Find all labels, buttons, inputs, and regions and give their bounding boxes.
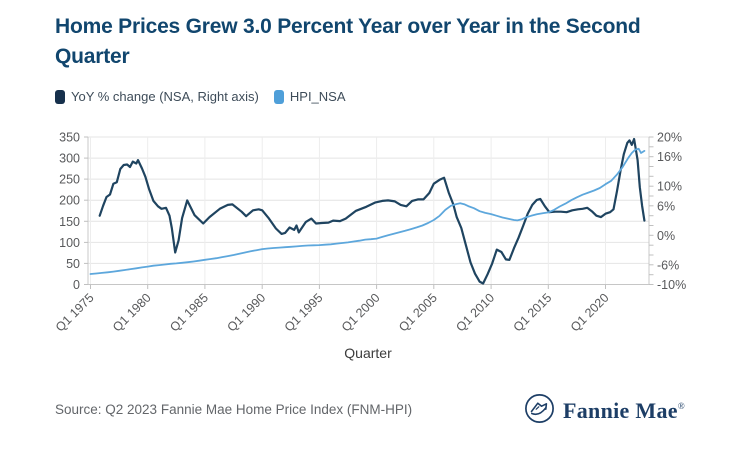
svg-text:50: 50 [66,257,80,271]
svg-text:6%: 6% [657,199,675,213]
svg-text:350: 350 [59,131,80,145]
yoy-legend-swatch [55,89,65,104]
svg-text:10%: 10% [657,180,682,194]
h-gridlines [88,136,649,285]
svg-text:300: 300 [59,152,80,166]
svg-text:0%: 0% [657,229,675,243]
series-lines [89,137,646,285]
legend: YoY % change (NSA, Right axis) HPI_NSA [55,89,346,104]
axis-lines [87,137,650,285]
hpi-legend-swatch [273,89,284,104]
svg-text:Q1 1975: Q1 1975 [53,291,97,335]
svg-text:Q1 2005: Q1 2005 [396,291,440,335]
svg-text:200: 200 [59,194,80,208]
right-axis-labels: 20% 16% 10% 6% 0% -6% -10% [657,131,686,293]
svg-text:Q1 2015: Q1 2015 [511,291,555,335]
svg-text:250: 250 [59,173,80,187]
svg-text:Q1 1990: Q1 1990 [225,291,269,335]
x-axis-title: Quarter [344,345,392,361]
chart-area: 350 300 250 200 150 100 50 0 20% 16% 10% 6% 0% -6% -1… [0,125,750,377]
svg-text:-6%: -6% [657,258,679,272]
svg-text:Q1 2010: Q1 2010 [453,291,497,335]
svg-text:20%: 20% [657,131,682,145]
axis-ticks [84,136,654,289]
chart-svg: 350 300 250 200 150 100 50 0 20% 16% 10% 6% 0% -6% -1… [53,131,686,362]
svg-text:Q1 1995: Q1 1995 [282,291,326,335]
source-note: Source: Q2 2023 Fannie Mae Home Price In… [55,402,413,417]
svg-text:16%: 16% [657,150,682,164]
x-axis-labels: Q1 1975 Q1 1980 Q1 1985 Q1 1990 Q1 1995 Q1 20… [53,291,612,335]
fannie-mae-logo-icon [525,394,554,423]
fannie-mae-wordmark: Fannie Mae® [563,398,685,423]
legend-item-yoy: YoY % change (NSA, Right axis) [55,89,259,104]
fannie-mae-logo: Fannie Mae® [524,391,685,426]
legend-item-hpi: HPI_NSA [273,89,346,104]
yoy-legend-label: YoY % change (NSA, Right axis) [71,89,259,104]
svg-text:0: 0 [73,278,80,292]
svg-text:Q1 1985: Q1 1985 [167,291,211,335]
registered-mark: ® [677,401,685,411]
chart-title: Home Prices Grew 3.0 Percent Year over Y… [55,15,641,68]
svg-text:Q1 2000: Q1 2000 [339,291,383,335]
svg-text:100: 100 [59,236,80,250]
hpi-nsa-line [89,147,646,275]
hpi-legend-label: HPI_NSA [289,89,346,104]
left-axis-labels: 350 300 250 200 150 100 50 0 [59,131,80,293]
yoy-change-line [98,137,646,285]
svg-text:Q1 1980: Q1 1980 [110,291,154,335]
svg-text:-10%: -10% [657,278,686,292]
svg-text:150: 150 [59,215,80,229]
svg-text:Q1 2020: Q1 2020 [568,291,612,335]
